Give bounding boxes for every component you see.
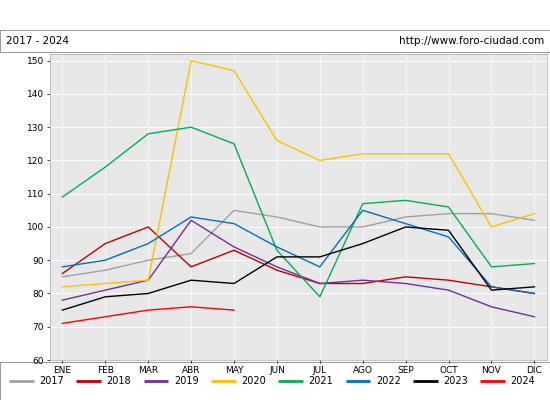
Text: 2019: 2019 xyxy=(174,376,199,386)
Text: 2017 - 2024: 2017 - 2024 xyxy=(6,36,69,46)
Text: 2020: 2020 xyxy=(241,376,266,386)
Text: 2022: 2022 xyxy=(376,376,401,386)
Text: http://www.foro-ciudad.com: http://www.foro-ciudad.com xyxy=(399,36,544,46)
Text: 2023: 2023 xyxy=(443,376,468,386)
Text: 2021: 2021 xyxy=(309,376,333,386)
Text: 2018: 2018 xyxy=(107,376,131,386)
Text: Evolucion del paro registrado en Las Navas de la Concepción: Evolucion del paro registrado en Las Nav… xyxy=(72,8,478,22)
Text: 2017: 2017 xyxy=(39,376,64,386)
Text: 2024: 2024 xyxy=(511,376,536,386)
